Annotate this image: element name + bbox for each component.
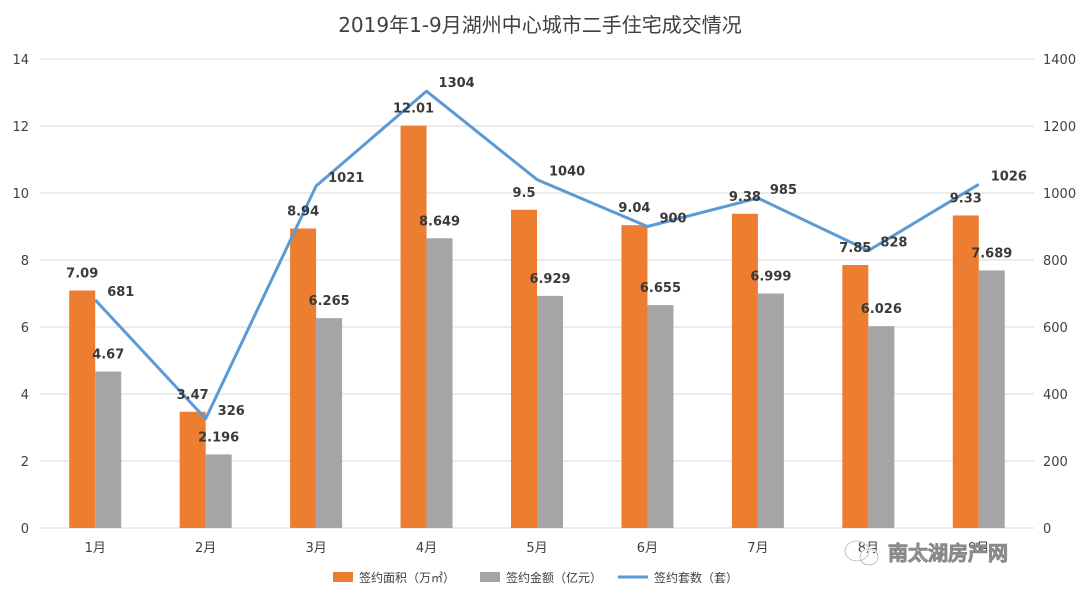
- x-tick-label: 9月: [968, 541, 989, 556]
- bar-amount: [316, 318, 343, 528]
- right-y-axis: 0 200 400 600 800 1000 1200 1400: [1043, 53, 1076, 537]
- right-tick-label: 800: [1043, 254, 1068, 269]
- data-label-area: 9.04: [618, 201, 650, 216]
- legend-swatch-amount: [480, 572, 500, 582]
- legend-label-area: 签约面积（万㎡）: [359, 570, 455, 585]
- x-tick-label: 7月: [747, 541, 768, 556]
- bar-area: [179, 411, 206, 528]
- data-label-units: 985: [770, 183, 797, 198]
- legend: 签约面积（万㎡） 签约金额（亿元） 签约套数（套）: [333, 570, 738, 585]
- left-tick-label: 8: [21, 254, 29, 269]
- right-tick-label: 1000: [1043, 187, 1076, 202]
- right-tick-label: 200: [1043, 455, 1068, 470]
- bar-amount: [205, 454, 232, 528]
- line-series: [94, 89, 980, 421]
- data-label-area: 9.33: [950, 191, 982, 206]
- data-label-area: 7.85: [839, 241, 871, 256]
- line-units: [94, 89, 980, 421]
- x-axis: 1月 2月 3月 4月 5月 6月 7月 8月 9月: [85, 541, 990, 556]
- right-tick-label: 600: [1043, 321, 1068, 336]
- chart-title: 2019年1-9月湖州中心城市二手住宅成交情况: [338, 13, 742, 37]
- bar-area: [842, 265, 869, 528]
- bar-amount: [757, 293, 784, 528]
- bar-amount: [426, 238, 453, 529]
- data-label-area: 8.94: [287, 205, 319, 220]
- x-tick-label: 6月: [637, 541, 658, 556]
- data-label-units: 828: [880, 236, 907, 251]
- left-tick-label: 6: [21, 321, 29, 336]
- x-tick-label: 5月: [526, 541, 547, 556]
- legend-label-amount: 签约金额（亿元）: [506, 570, 602, 585]
- watermark: 南太湖房产网: [844, 540, 1008, 566]
- legend-swatch-area: [333, 572, 353, 582]
- left-tick-label: 14: [12, 53, 29, 68]
- data-label-amount: 2.196: [198, 430, 239, 445]
- x-tick-label: 3月: [305, 541, 326, 556]
- right-tick-label: 1400: [1043, 53, 1076, 68]
- bar-amount: [537, 295, 563, 528]
- bar-amount: [868, 326, 895, 528]
- data-label-area: 9.38: [729, 190, 761, 205]
- data-label-amount: 6.655: [640, 281, 681, 296]
- right-tick-label: 400: [1043, 388, 1068, 403]
- data-label-area: 3.47: [177, 388, 209, 403]
- right-tick-label: 1200: [1043, 120, 1076, 135]
- bar-amount: [978, 270, 1005, 528]
- data-label-amount: 6.026: [861, 302, 902, 317]
- data-label-area: 12.01: [393, 102, 434, 117]
- data-label-units: 1304: [439, 76, 475, 91]
- bar-area: [290, 228, 317, 528]
- bar-area: [621, 225, 648, 528]
- data-label-amount: 8.649: [419, 214, 460, 229]
- bar-area: [400, 125, 427, 528]
- data-label-amount: 6.265: [309, 294, 350, 309]
- data-label-amount: 6.929: [529, 272, 570, 287]
- watermark-text: 南太湖房产网: [888, 541, 1008, 565]
- data-label-area: 7.09: [66, 266, 98, 281]
- data-label-amount: 7.689: [971, 246, 1012, 261]
- bars: [69, 125, 1005, 529]
- left-tick-label: 0: [21, 522, 29, 537]
- data-label-units: 1021: [328, 171, 364, 186]
- data-label-units: 326: [218, 404, 245, 419]
- left-tick-label: 10: [12, 187, 29, 202]
- data-label-units: 1026: [991, 169, 1027, 184]
- x-tick-label: 2月: [195, 541, 216, 556]
- data-label-amount: 6.999: [750, 270, 791, 285]
- left-tick-label: 4: [21, 388, 29, 403]
- bar-area: [69, 290, 96, 528]
- data-label-units: 1040: [549, 165, 585, 180]
- bar-area: [511, 209, 537, 528]
- wechat-icon: [844, 540, 879, 566]
- left-y-axis: 0 2 4 6 8 10 12 14: [12, 53, 29, 537]
- bar-area: [952, 215, 979, 528]
- data-label-amount: 4.67: [92, 348, 124, 363]
- right-tick-label: 0: [1043, 522, 1051, 537]
- bar-amount: [95, 371, 122, 528]
- data-label-area: 9.5: [512, 186, 535, 201]
- bar-area: [731, 213, 758, 528]
- legend-label-units: 签约套数（套）: [654, 570, 738, 585]
- data-labels: 7.09 4.67 681 3.47 2.196 326 8.94 6.265 1021 12.0…: [66, 76, 1027, 445]
- bar-amount: [647, 305, 674, 528]
- x-tick-label: 1月: [85, 541, 106, 556]
- x-tick-label: 4月: [416, 541, 437, 556]
- data-label-units: 900: [659, 212, 686, 227]
- left-tick-label: 12: [12, 120, 29, 135]
- left-tick-label: 2: [21, 455, 29, 470]
- data-label-units: 681: [107, 285, 134, 300]
